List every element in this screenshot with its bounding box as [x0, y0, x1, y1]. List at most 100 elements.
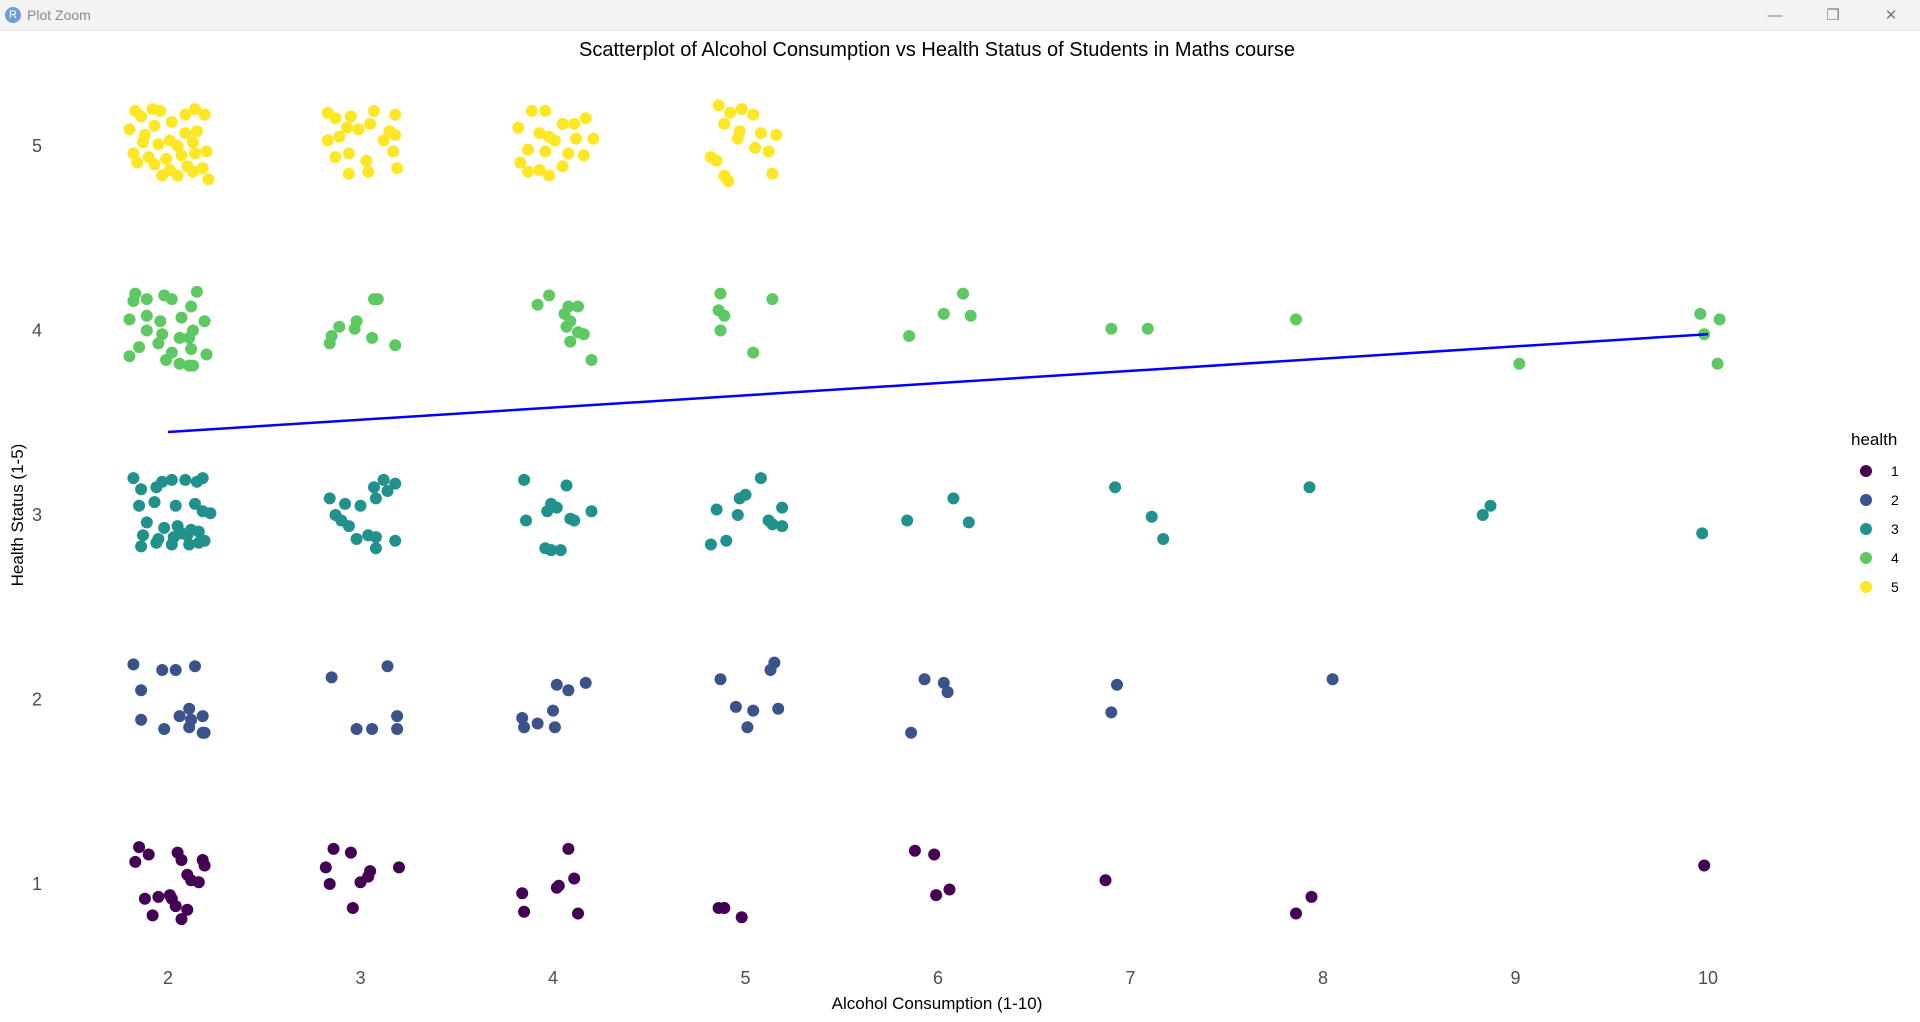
data-point — [770, 128, 783, 141]
y-tick-label: 2 — [32, 690, 42, 710]
data-point — [165, 116, 178, 128]
data-point — [550, 678, 563, 691]
data-point — [138, 892, 151, 905]
data-point — [720, 534, 733, 547]
x-tick-label: 8 — [1318, 968, 1328, 988]
data-point — [354, 499, 367, 512]
data-point — [710, 503, 723, 516]
data-point — [937, 676, 950, 689]
data-point — [1290, 313, 1302, 326]
plot-area: Scatterplot of Alcohol Consumption vs He… — [0, 30, 1920, 1017]
data-point — [516, 712, 529, 724]
data-point — [190, 125, 203, 138]
data-point — [1105, 706, 1118, 719]
data-point — [371, 293, 384, 306]
data-point — [941, 686, 954, 699]
data-point — [368, 481, 380, 494]
data-point — [187, 165, 199, 178]
window-titlebar: R Plot Zoom — ❐ ✕ — [0, 0, 1920, 31]
window-controls: — ❐ ✕ — [1746, 0, 1920, 30]
data-point — [189, 103, 201, 116]
data-point — [333, 320, 346, 333]
data-point — [333, 130, 346, 143]
data-point — [179, 108, 192, 121]
data-point — [140, 324, 153, 337]
data-point — [1290, 907, 1302, 920]
data-point — [957, 287, 969, 300]
data-point — [350, 533, 363, 545]
data-point — [772, 702, 785, 715]
data-point — [962, 516, 975, 529]
data-point — [150, 481, 163, 494]
data-point — [543, 289, 556, 302]
data-point — [739, 488, 752, 501]
data-point — [140, 309, 153, 322]
data-point — [718, 117, 731, 130]
data-point — [135, 684, 148, 697]
data-point — [319, 861, 332, 874]
data-point — [179, 127, 192, 140]
scatter-chart: Scatterplot of Alcohol Consumption vs He… — [8, 39, 1899, 1013]
maximize-button[interactable]: ❐ — [1826, 7, 1840, 24]
legend-label: 5 — [1891, 579, 1899, 595]
trend-layer — [167, 332, 1709, 434]
data-point — [133, 499, 146, 512]
x-tick-label: 7 — [1125, 968, 1135, 988]
r-app-icon: R — [5, 7, 21, 23]
data-point — [1696, 527, 1709, 540]
data-point — [1145, 510, 1158, 523]
data-point — [152, 138, 165, 151]
data-point — [560, 479, 573, 492]
close-button[interactable]: ✕ — [1884, 7, 1898, 24]
data-point — [148, 496, 161, 509]
minimize-button[interactable]: — — [1767, 6, 1783, 24]
data-point — [366, 331, 379, 344]
x-tick-label: 5 — [740, 968, 750, 988]
data-point — [731, 132, 744, 145]
data-point — [169, 499, 182, 512]
data-point — [572, 300, 584, 313]
data-point — [391, 710, 404, 723]
data-point — [175, 149, 188, 162]
data-point — [146, 909, 159, 922]
data-point — [766, 518, 779, 531]
data-point — [366, 723, 379, 735]
legend-label: 2 — [1891, 492, 1899, 508]
data-point — [552, 879, 565, 892]
data-point — [718, 902, 731, 914]
y-tick-label: 5 — [32, 136, 42, 156]
data-point — [1111, 678, 1123, 691]
data-point — [1109, 481, 1122, 494]
data-point — [714, 673, 727, 686]
data-point — [554, 544, 567, 557]
data-point — [135, 540, 148, 553]
data-point — [344, 846, 357, 859]
data-point — [548, 721, 561, 734]
data-point — [352, 123, 365, 136]
window-title: Plot Zoom — [27, 7, 91, 23]
data-point — [903, 330, 916, 342]
data-point — [754, 127, 767, 140]
data-point — [393, 861, 405, 874]
data-point — [148, 119, 161, 132]
legend-key — [1860, 581, 1872, 593]
data-point — [930, 889, 943, 902]
data-point — [196, 726, 209, 739]
data-point — [179, 473, 192, 486]
data-point — [152, 890, 165, 903]
data-point — [391, 162, 404, 175]
data-point — [1694, 307, 1707, 320]
data-point — [714, 287, 727, 300]
data-point — [1484, 499, 1497, 512]
data-point — [943, 883, 956, 896]
data-point — [360, 154, 373, 167]
data-point — [568, 117, 581, 130]
data-point — [776, 520, 789, 533]
data-point — [123, 313, 136, 326]
data-point — [377, 473, 390, 486]
data-point — [518, 473, 531, 486]
trend-line — [167, 332, 1709, 434]
data-point — [570, 132, 583, 145]
data-point — [339, 497, 352, 510]
data-point — [918, 673, 931, 686]
